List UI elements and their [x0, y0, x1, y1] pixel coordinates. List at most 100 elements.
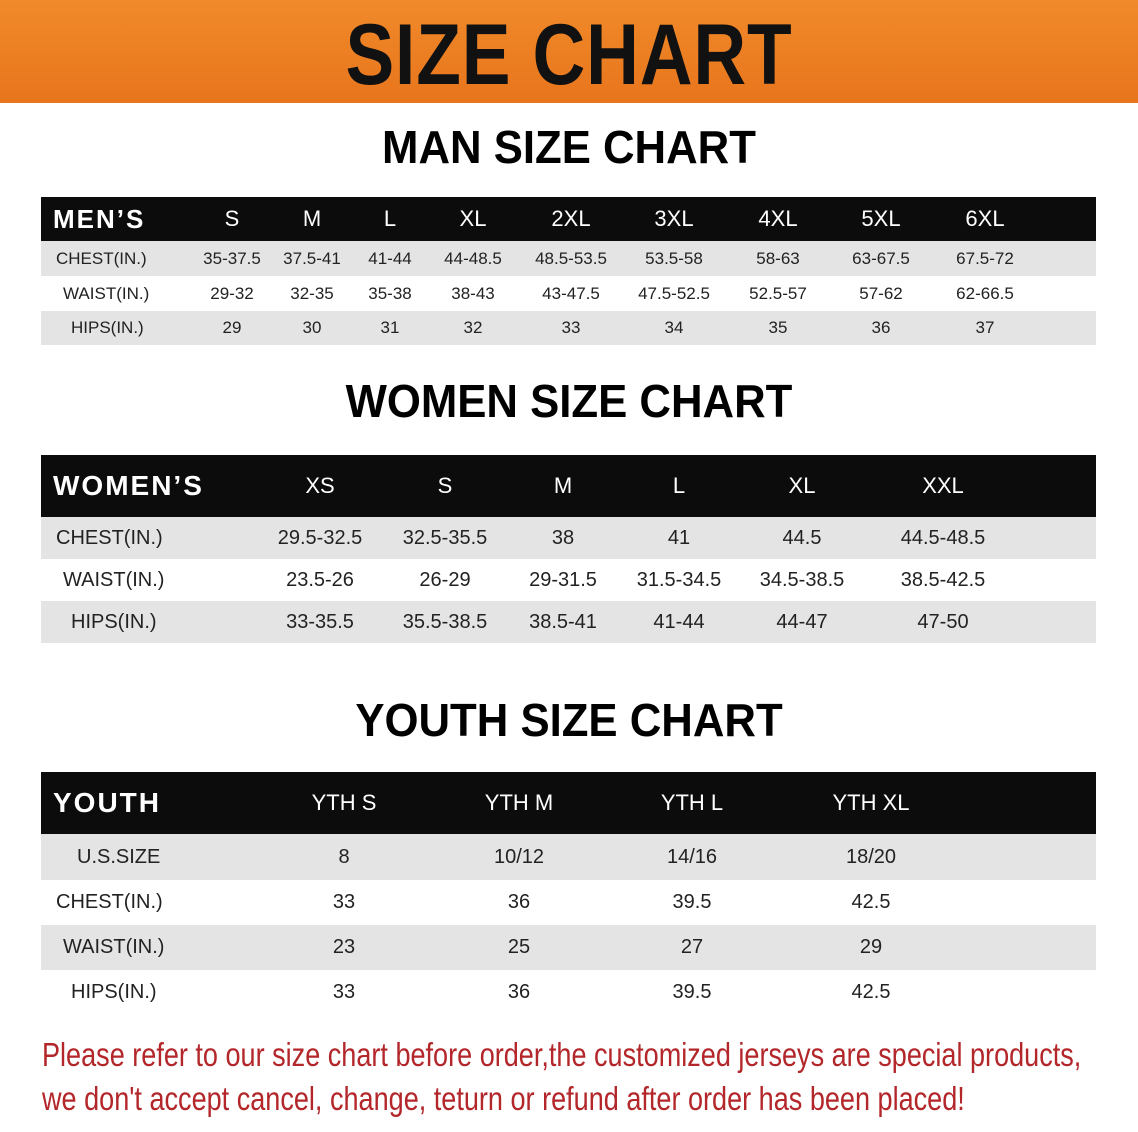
row-label: HIPS(IN.)	[71, 318, 144, 337]
table-cell: 31.5-34.5	[636, 568, 722, 591]
table-cell: 37.5-41	[283, 248, 341, 268]
table-cell: 35-37.5	[203, 248, 261, 268]
table-cell: 32-35	[290, 283, 334, 303]
table-cell: 36	[871, 318, 891, 337]
table-cell: 33-35.5	[286, 610, 354, 633]
size-column-header: L	[383, 206, 397, 231]
table-cell: 41-44	[368, 248, 412, 268]
table-cell: 33	[332, 981, 356, 1003]
table-cell: 48.5-53.5	[535, 248, 607, 268]
youth-section-title: YOUTH SIZE CHART	[355, 694, 783, 746]
table-cell: 39.5	[672, 981, 712, 1003]
table-cell: 42.5	[851, 891, 891, 913]
table-cell: 44-48.5	[444, 248, 502, 268]
size-column-header: 5XL	[861, 206, 901, 231]
table-cell: 10/12	[493, 845, 545, 868]
row-label: CHEST(IN.)	[56, 248, 147, 268]
women-size-table: WOMEN’S XS S M L XL XXL CHEST(IN.) 29.5-32.5 32.5…	[41, 455, 1096, 643]
table-cell: 47-50	[917, 610, 969, 633]
table-cell: 14/16	[666, 845, 718, 868]
row-label: CHEST(IN.)	[56, 891, 163, 913]
table-cell: 41	[667, 526, 691, 549]
size-column-header: 6XL	[965, 206, 1005, 231]
table-cell: 63-67.5	[852, 248, 910, 268]
youth-size-table: YOUTH YTH S YTH M YTH L YTH XL U.S.SIZE 8 10/12…	[41, 772, 1096, 1015]
table-cell: 29-32	[210, 283, 254, 303]
table-cell: 29.5-32.5	[277, 526, 363, 549]
size-column-header: YTH L	[660, 790, 724, 815]
table-cell: 44.5	[782, 526, 822, 549]
table-cell: 39.5	[672, 891, 712, 913]
size-column-header: YTH M	[484, 790, 554, 815]
table-cell: 35-38	[368, 283, 412, 303]
table-row: HIPS(IN.) 33-35.5 35.5-38.5 38.5-41 41-44 44-…	[41, 601, 1096, 643]
banner: SIZE CHART	[0, 0, 1138, 103]
table-row: CHEST(IN.) 35-37.5 37.5-41 41-44 44-48.5 48.5…	[41, 241, 1096, 276]
youth-header-label: YOUTH	[53, 787, 161, 818]
table-cell: 27	[680, 936, 704, 958]
men-header-row: MEN’S S M L XL 2XL 3XL 4XL 5XL 6XL	[41, 197, 1096, 241]
youth-header-row: YOUTH YTH S YTH M YTH L YTH XL	[41, 772, 1096, 834]
table-cell: 34.5-38.5	[759, 568, 845, 591]
table-cell: 31	[380, 318, 400, 337]
table-row: HIPS(IN.) 29 30 31 32 33 34 35 36 37	[41, 311, 1096, 345]
table-cell: 57-62	[859, 283, 903, 303]
table-cell: 44.5-48.5	[900, 526, 986, 549]
table-cell: 41-44	[653, 610, 705, 633]
table-cell: 30	[302, 318, 322, 337]
table-cell: 36	[507, 891, 531, 913]
table-cell: 32	[463, 318, 483, 337]
size-column-header: L	[672, 473, 686, 498]
table-cell: 23	[332, 936, 356, 958]
table-cell: 38	[551, 526, 575, 549]
table-cell: 33	[332, 891, 356, 913]
table-cell: 33	[561, 318, 581, 337]
table-row: WAIST(IN.) 29-32 32-35 35-38 38-43 43-47.5 47.…	[41, 276, 1096, 311]
table-cell: 8	[338, 845, 350, 868]
table-cell: 52.5-57	[749, 283, 807, 303]
size-column-header: XS	[305, 473, 335, 498]
size-column-header: XXL	[922, 473, 964, 498]
table-row: WAIST(IN.) 23 25 27 29	[41, 925, 1096, 970]
table-row: CHEST(IN.) 33 36 39.5 42.5	[41, 880, 1096, 925]
table-cell: 42.5	[851, 981, 891, 1003]
table-cell: 38-43	[451, 283, 495, 303]
table-row: CHEST(IN.) 29.5-32.5 32.5-35.5 38 41 44.5 44.5…	[41, 517, 1096, 559]
table-cell: 38.5-42.5	[900, 568, 986, 591]
table-cell: 58-63	[756, 248, 800, 268]
table-cell: 29-31.5	[529, 568, 597, 591]
table-row: U.S.SIZE 8 10/12 14/16 18/20	[41, 834, 1096, 880]
women-header-label: WOMEN’S	[53, 470, 204, 501]
table-cell: 67.5-72	[956, 248, 1014, 268]
table-cell: 18/20	[845, 845, 897, 868]
men-header-label: MEN’S	[53, 203, 146, 234]
row-label: WAIST(IN.)	[63, 283, 150, 303]
table-row: HIPS(IN.) 33 36 39.5 42.5	[41, 970, 1096, 1015]
table-cell: 44-47	[776, 610, 828, 633]
row-label: HIPS(IN.)	[71, 610, 157, 633]
table-cell: 34	[664, 318, 684, 337]
size-column-header: XL	[459, 206, 487, 231]
size-column-header: YTH S	[311, 790, 377, 815]
table-cell: 23.5-26	[286, 568, 354, 591]
size-column-header: 4XL	[758, 206, 798, 231]
size-column-header: M	[553, 473, 573, 498]
table-cell: 36	[507, 981, 531, 1003]
table-row: WAIST(IN.) 23.5-26 26-29 29-31.5 31.5-34.5 34…	[41, 559, 1096, 601]
banner-title: SIZE CHART	[345, 7, 793, 103]
women-section-title: WOMEN SIZE CHART	[345, 375, 793, 427]
women-header-row: WOMEN’S XS S M L XL XXL	[41, 455, 1096, 517]
size-column-header: YTH XL	[832, 790, 910, 815]
row-label: HIPS(IN.)	[71, 981, 157, 1003]
table-cell: 35	[768, 318, 788, 337]
row-label: U.S.SIZE	[77, 845, 161, 868]
size-column-header: M	[302, 206, 322, 231]
table-cell: 37	[975, 318, 995, 337]
size-column-header: XL	[788, 473, 816, 498]
table-cell: 38.5-41	[529, 610, 597, 633]
size-column-header: 2XL	[551, 206, 591, 231]
men-size-table: MEN’S S M L XL 2XL 3XL 4XL 5XL 6XL CHEST(IN.) 35-37…	[41, 197, 1096, 345]
men-section-title: MAN SIZE CHART	[382, 121, 756, 173]
row-label: WAIST(IN.)	[63, 568, 165, 591]
table-cell: 25	[507, 936, 531, 958]
